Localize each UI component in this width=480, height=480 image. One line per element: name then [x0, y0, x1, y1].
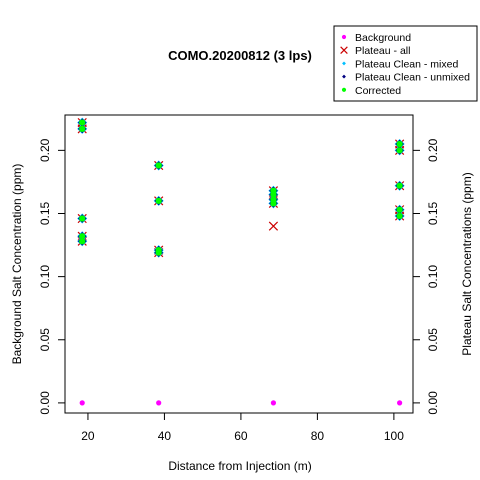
point-corrected [270, 200, 277, 207]
point-corrected [396, 140, 403, 148]
point-corrected [79, 125, 86, 133]
point-plateau-all [268, 221, 279, 231]
y-axis-label: Background Salt Concentration (ppm) [10, 164, 24, 365]
point-corrected [79, 233, 86, 240]
y-tick-label: 0.10 [38, 265, 52, 289]
point-background [156, 400, 162, 406]
x-tick-label: 60 [234, 429, 248, 443]
y-tick-label: 0.00 [38, 391, 52, 415]
legend-label: Corrected [355, 85, 401, 97]
point-background [79, 400, 85, 406]
y2-tick-label: 0.20 [426, 138, 440, 162]
legend-marker [342, 74, 346, 79]
legend-marker [341, 34, 347, 40]
point-corrected [79, 119, 86, 126]
y-axis-left: 0.00 0.05 0.10 0.15 0.20 [38, 138, 66, 415]
y2-tick-label: 0.05 [426, 328, 440, 352]
y2-tick-label: 0.00 [426, 391, 440, 415]
legend-label: Background [355, 32, 411, 44]
legend-marker [342, 61, 346, 66]
legend-label: Plateau Clean - unmixed [355, 72, 470, 84]
x-axis: 20 40 60 80 100 [81, 412, 404, 443]
point-background [270, 400, 277, 406]
point-corrected [396, 212, 403, 220]
point-corrected [396, 182, 403, 189]
y-axis-right: 0.00 0.05 0.10 0.15 0.20 [412, 138, 440, 415]
point-background [397, 400, 403, 406]
x-tick-label: 80 [311, 429, 325, 443]
point-corrected [79, 215, 86, 222]
point-corrected [396, 147, 403, 154]
legend-marker [341, 87, 347, 92]
point-corrected [396, 206, 403, 213]
point-corrected [155, 197, 162, 204]
legend-box [333, 25, 478, 102]
legend-label: Plateau - all [355, 45, 410, 57]
x-axis-label: Distance from Injection (m) [168, 459, 311, 473]
y-tick-label: 0.05 [38, 328, 52, 352]
y-tick-label: 0.20 [38, 138, 52, 162]
point-corrected [79, 238, 86, 245]
data-points [77, 117, 405, 406]
y2-tick-label: 0.15 [426, 201, 440, 225]
y2-axis-label: Plateau Salt Concentrations (ppm) [460, 172, 474, 355]
plot-frame [64, 114, 414, 414]
chart-title: COMO.20200812 (3 lps) [168, 48, 312, 63]
x-tick-label: 40 [158, 429, 172, 443]
x-tick-label: 20 [81, 429, 95, 443]
point-corrected [270, 191, 277, 198]
y2-tick-label: 0.10 [426, 265, 440, 289]
x-tick-label: 100 [384, 429, 404, 443]
point-corrected [155, 249, 162, 256]
legend-marker [340, 46, 348, 54]
legend-label: Plateau Clean - mixed [355, 58, 458, 70]
y-tick-label: 0.15 [38, 201, 52, 225]
point-corrected [155, 162, 162, 169]
